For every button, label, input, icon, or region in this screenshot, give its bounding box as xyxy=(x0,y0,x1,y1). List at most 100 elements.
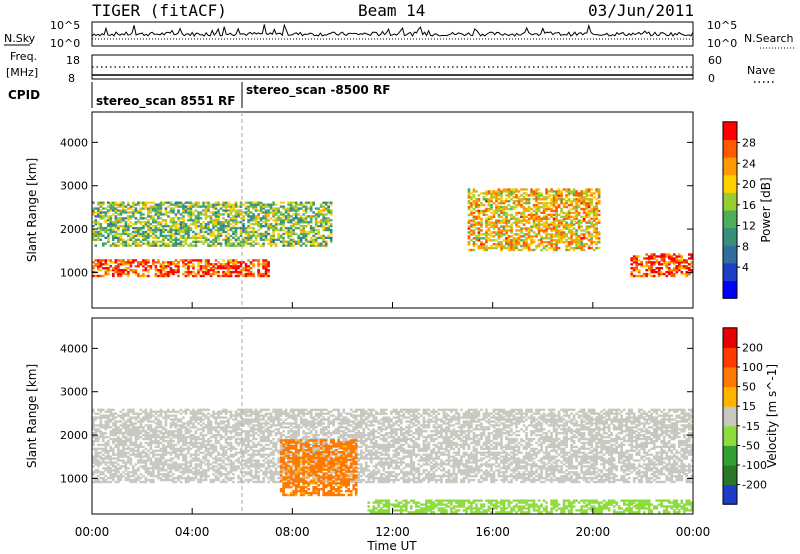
heatmap-cell xyxy=(252,274,255,278)
heatmap-cell xyxy=(257,480,260,484)
heatmap-cell xyxy=(219,474,223,478)
heatmap-cell xyxy=(202,445,205,449)
heatmap-cell xyxy=(179,432,183,435)
heatmap-cell xyxy=(124,242,128,245)
heatmap-cell xyxy=(109,426,113,429)
heatmap-cell xyxy=(157,439,160,443)
heatmap-cell xyxy=(139,263,143,266)
heatmap-cell xyxy=(144,238,148,241)
heatmap-cell xyxy=(267,443,270,447)
heatmap-cell xyxy=(537,207,541,211)
heatmap-cell xyxy=(475,242,478,246)
heatmap-cell xyxy=(575,200,578,203)
heatmap-cell xyxy=(269,451,273,454)
heatmap-cell xyxy=(597,233,601,236)
heatmap-cell xyxy=(477,237,481,240)
heatmap-cell xyxy=(264,232,268,236)
heatmap-cell xyxy=(139,215,143,218)
heatmap-cell xyxy=(172,207,175,210)
heatmap-cell xyxy=(177,418,180,421)
heatmap-cell xyxy=(657,255,661,258)
heatmap-cell xyxy=(269,461,273,464)
heatmap-cell xyxy=(194,420,198,423)
heatmap-cell xyxy=(152,236,155,240)
heatmap-cell xyxy=(189,261,193,264)
heatmap-cell xyxy=(194,432,198,435)
heatmap-cell xyxy=(104,432,108,435)
heatmap-cell xyxy=(94,211,98,214)
heatmap-cell xyxy=(272,424,275,427)
heatmap-cell xyxy=(152,441,155,445)
heatmap-cell xyxy=(545,221,548,224)
heatmap-cell xyxy=(284,207,288,210)
heatmap-cell xyxy=(182,219,185,222)
heatmap-cell xyxy=(507,241,511,244)
heatmap-cell xyxy=(217,412,220,415)
heatmap-cell xyxy=(657,261,661,264)
heatmap-cell xyxy=(102,453,105,456)
heatmap-cell xyxy=(207,467,210,470)
heatmap-cell xyxy=(147,244,150,247)
heatmap-cell xyxy=(199,274,203,278)
heatmap-cell xyxy=(134,433,138,437)
heatmap-cell xyxy=(114,234,118,238)
heatmap-cell xyxy=(149,437,153,441)
heatmap-cell xyxy=(187,449,190,452)
heatmap-cell xyxy=(542,229,546,232)
heatmap-cell xyxy=(179,445,183,449)
heatmap-cell xyxy=(214,217,218,220)
heatmap-cell xyxy=(212,461,215,464)
heatmap-cell xyxy=(277,207,280,210)
heatmap-cell xyxy=(247,238,250,241)
heatmap-cell xyxy=(262,465,265,468)
heatmap-cell xyxy=(577,200,581,203)
heatmap-cell xyxy=(187,228,190,232)
heatmap-cell xyxy=(247,449,250,452)
heatmap-cell xyxy=(192,234,195,238)
heatmap-cell xyxy=(112,451,115,454)
heatmap-cell xyxy=(490,231,493,234)
heatmap-cell xyxy=(467,201,471,205)
heatmap-cell xyxy=(527,194,531,197)
heatmap-cell xyxy=(194,240,198,243)
heatmap-cell xyxy=(690,268,694,272)
heatmap-cell xyxy=(122,259,125,262)
heatmap-cell xyxy=(157,236,160,240)
heatmap-cell xyxy=(184,463,188,466)
heatmap-cell xyxy=(137,435,140,439)
heatmap-cell xyxy=(192,240,195,243)
heatmap-cell xyxy=(595,201,598,205)
heatmap-cell xyxy=(182,209,185,212)
heatmap-cell xyxy=(142,213,145,216)
heatmap-cell xyxy=(224,205,228,208)
heatmap-cell xyxy=(672,253,676,256)
heatmap-cell xyxy=(259,217,263,220)
heatmap-cell xyxy=(124,430,128,433)
heatmap-cell xyxy=(319,205,323,208)
heatmap-cell xyxy=(485,200,488,203)
heatmap-cell xyxy=(227,441,230,445)
heatmap-cell xyxy=(159,424,163,427)
heatmap-cell xyxy=(302,228,305,232)
heatmap-cell xyxy=(322,244,325,247)
heatmap-cell xyxy=(590,192,593,195)
heatmap-cell xyxy=(259,443,263,447)
heatmap-cell xyxy=(259,432,263,435)
heatmap-cell xyxy=(282,215,285,218)
heatmap-cell xyxy=(542,211,546,215)
heatmap-cell xyxy=(570,221,573,224)
heatmap-cell xyxy=(174,430,178,433)
heatmap-cell xyxy=(247,445,250,449)
heatmap-cell xyxy=(117,428,120,431)
heatmap-cell xyxy=(244,213,248,216)
heatmap-cell xyxy=(212,467,215,470)
heatmap-cell xyxy=(512,246,516,250)
heatmap-cell xyxy=(212,435,215,439)
heatmap-cell xyxy=(144,432,148,435)
beam-label: Beam 14 xyxy=(358,1,425,20)
heatmap-cell xyxy=(247,437,250,441)
heatmap-cell xyxy=(595,203,598,207)
heatmap-cell xyxy=(672,257,676,260)
heatmap-cell xyxy=(149,226,153,230)
heatmap-cell xyxy=(127,223,130,226)
